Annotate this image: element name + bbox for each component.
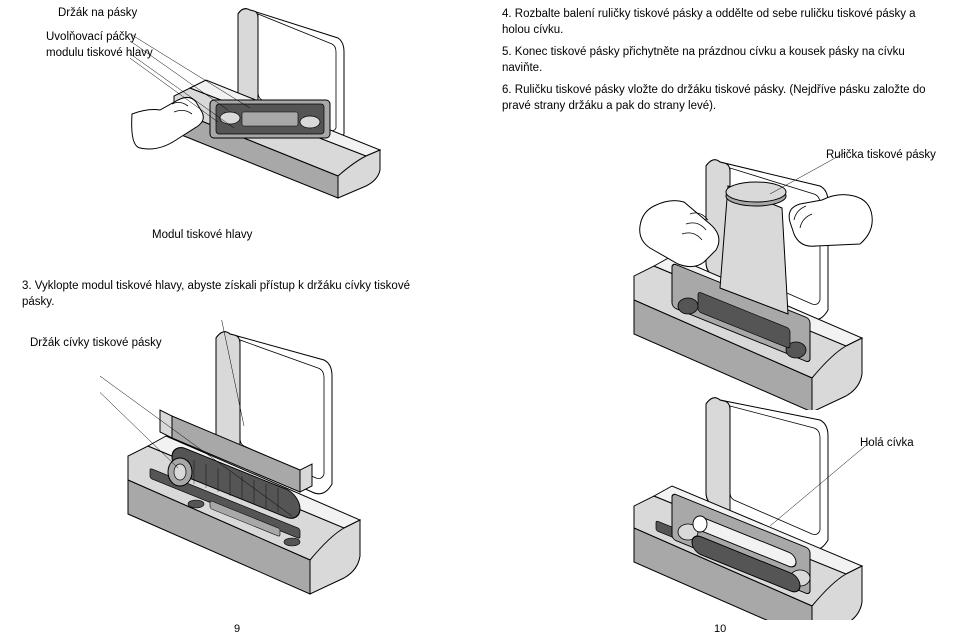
left-page: Držák na pásky Uvolňovací páčky modulu t… [0,0,480,641]
illustration-insert-ribbon [610,150,930,410]
page-number-left: 9 [234,623,240,635]
right-page: 4. Rozbalte balení ruličky tiskové pásky… [480,0,960,641]
label-printhead-module: Modul tiskové hlavy [152,228,252,244]
step-3-text: 3. Vyklopte modul tiskové hlavy, abyste … [22,278,442,310]
page-number-right: 10 [714,623,726,635]
step-5-text: 5. Konec tiskové pásky přichytněte na pr… [502,44,932,76]
illustration-empty-spool [610,390,930,620]
step-6-text: 6. Ruličku tiskové pásky vložte do držák… [502,82,932,114]
label-tape-holder: Držák na pásky [58,6,137,22]
illustration-printer-bottom-open [100,320,380,600]
step-4-text: 4. Rozbalte balení ruličky tiskové pásky… [502,6,932,38]
illustration-printer-top-closed [130,0,390,200]
